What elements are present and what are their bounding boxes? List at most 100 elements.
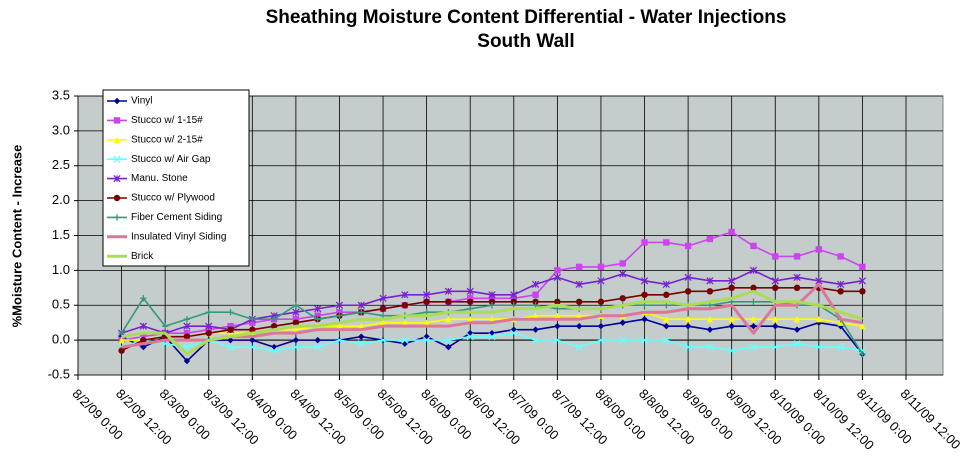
data-point [553, 336, 562, 344]
data-point [728, 228, 735, 236]
data-point [161, 322, 169, 330]
data-point [314, 316, 321, 323]
data-point [859, 263, 866, 271]
data-point [314, 336, 321, 344]
data-point [445, 316, 452, 323]
data-point [292, 302, 300, 309]
y-tick-label: 0.5 [52, 297, 70, 312]
data-point [771, 343, 779, 351]
data-point [597, 263, 605, 271]
data-point [575, 280, 583, 288]
data-point [728, 284, 735, 292]
data-point [227, 329, 234, 337]
data-point [314, 305, 322, 313]
data-point [336, 322, 343, 330]
data-point [532, 291, 539, 298]
data-point [139, 322, 147, 330]
data-point [183, 357, 191, 365]
data-point [750, 284, 757, 292]
data-point [728, 277, 736, 285]
data-point [554, 298, 561, 305]
data-point [488, 332, 496, 341]
y-axis-label: %Moisture Content - Increase [9, 145, 24, 328]
legend-marker [113, 155, 121, 163]
data-point [532, 312, 539, 319]
data-point [379, 305, 387, 312]
data-point [140, 343, 147, 351]
data-point [249, 336, 256, 344]
data-point [183, 322, 191, 330]
data-point [314, 312, 321, 319]
data-point [749, 343, 758, 351]
legend-label: Insulated Vinyl Siding [131, 231, 226, 242]
data-point [205, 309, 212, 316]
data-point [205, 322, 213, 330]
data-point [292, 316, 300, 323]
data-point [619, 319, 626, 326]
series-line [121, 289, 863, 356]
data-point [662, 336, 670, 344]
data-point [488, 291, 496, 299]
data-point [641, 239, 648, 246]
data-point [750, 316, 757, 323]
data-point [793, 339, 801, 348]
data-point [706, 277, 714, 285]
data-point [706, 235, 714, 243]
data-point [358, 322, 365, 330]
data-point [728, 346, 736, 355]
data-point [467, 316, 474, 323]
data-point [292, 326, 300, 333]
y-tick-label: 2.5 [52, 157, 70, 172]
data-point [641, 316, 648, 323]
data-point [554, 312, 561, 319]
data-point [270, 346, 278, 355]
data-point [815, 316, 823, 323]
data-point [836, 343, 845, 351]
data-point [423, 298, 430, 305]
data-point [750, 322, 757, 330]
data-point [706, 326, 714, 333]
data-point [793, 253, 801, 260]
data-point [423, 291, 431, 299]
data-point [640, 277, 649, 285]
data-point [249, 316, 256, 323]
data-point [140, 336, 147, 344]
data-point [619, 336, 627, 344]
data-point [401, 336, 409, 344]
data-point [183, 316, 191, 323]
data-point [532, 326, 539, 333]
data-point [837, 253, 844, 260]
data-point [858, 277, 867, 285]
data-point [292, 343, 300, 351]
data-point [772, 322, 779, 330]
legend-label: Stucco w/ 2-15# [131, 134, 203, 145]
data-point [597, 336, 605, 344]
data-point [663, 291, 670, 298]
data-point [575, 343, 583, 351]
data-point [488, 298, 496, 305]
data-point [467, 298, 474, 305]
data-point [379, 319, 387, 326]
data-point [532, 298, 539, 305]
data-point [749, 266, 758, 274]
data-point [227, 326, 234, 333]
data-point [750, 298, 757, 305]
y-tick-label: 1.5 [52, 227, 70, 242]
data-point [467, 295, 474, 302]
data-point [641, 291, 648, 298]
data-point [270, 316, 278, 323]
data-point [859, 350, 866, 358]
data-point [837, 280, 845, 288]
data-point [227, 322, 234, 330]
y-tick-label: 0.0 [52, 332, 70, 347]
data-point [292, 308, 300, 316]
data-point [815, 319, 823, 326]
data-point [684, 288, 692, 295]
data-point [640, 336, 649, 344]
data-point [488, 295, 496, 302]
data-point [684, 322, 692, 330]
data-point [445, 298, 452, 305]
data-point [510, 298, 517, 305]
data-point [248, 343, 256, 351]
